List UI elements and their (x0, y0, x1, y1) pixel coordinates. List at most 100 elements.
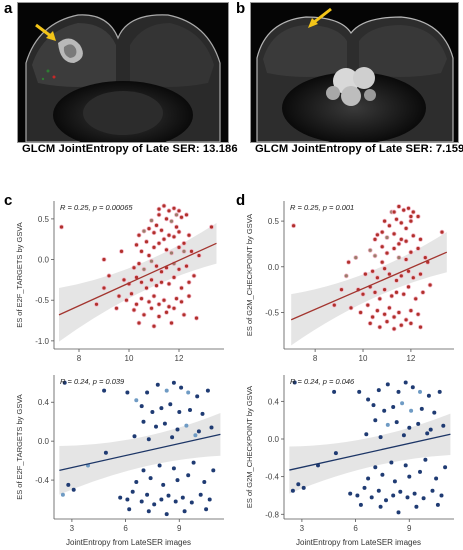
data-point (186, 473, 191, 478)
correlation-stat: R = 0.25, p = 0.00065 (60, 203, 133, 212)
panel-label-d: d (236, 192, 246, 209)
data-point (372, 237, 378, 242)
panel-label-a: a (4, 0, 13, 17)
data-point (430, 488, 435, 493)
chart-d-bottom-svg: -0.8 -0.4 0.0 0.4 3 6 9 ES of G2M_CHECKPOINT by… (245, 375, 454, 533)
data-point (171, 466, 176, 471)
data-point (439, 493, 444, 498)
data-point (59, 224, 64, 230)
data-point (407, 474, 412, 479)
data-point (358, 502, 363, 507)
data-point (357, 389, 362, 394)
data-point (184, 423, 189, 428)
data-point (162, 421, 167, 426)
data-point (106, 273, 112, 279)
data-point (382, 408, 387, 413)
data-point (173, 499, 178, 504)
data-point (418, 237, 423, 242)
data-point (141, 312, 147, 318)
x-tick-label: 6 (123, 524, 128, 533)
data-point (157, 463, 162, 468)
data-point (379, 259, 385, 265)
data-point (130, 489, 135, 494)
data-point (159, 406, 164, 411)
data-point (403, 257, 409, 262)
data-point (418, 271, 423, 277)
data-point (331, 302, 337, 308)
data-point (152, 502, 157, 507)
data-point (134, 480, 139, 484)
data-point (408, 320, 414, 326)
data-point (161, 236, 167, 242)
y-tick-label: -1.0 (35, 337, 49, 346)
mri-image-a (17, 2, 229, 143)
data-point (384, 319, 390, 324)
data-point (188, 408, 192, 412)
x-tick-label: 3 (300, 524, 305, 533)
data-point (391, 314, 397, 320)
y-tick-label: -0.5 (265, 308, 279, 317)
data-point (139, 249, 144, 254)
data-point (121, 277, 127, 283)
data-point (114, 305, 119, 311)
data-point (191, 460, 196, 465)
data-point (403, 380, 408, 385)
data-point (171, 234, 177, 240)
data-point (396, 310, 402, 315)
data-point (136, 232, 142, 238)
data-point (171, 380, 176, 385)
data-point (125, 497, 130, 502)
data-point (198, 492, 203, 497)
chart-d-top: -0.5 0.0 0.5 8 10 12 ES of G2M_CHECKPOINT by G… (238, 195, 460, 367)
data-point (379, 244, 385, 250)
data-point (348, 305, 354, 311)
data-point (145, 390, 150, 395)
data-point (139, 404, 144, 409)
data-point (211, 468, 216, 473)
data-point (355, 493, 360, 498)
data-point (416, 421, 421, 426)
data-point (333, 451, 338, 456)
data-point (441, 423, 446, 428)
data-point (148, 476, 153, 481)
data-point (132, 434, 137, 439)
data-point (405, 495, 410, 500)
data-point (367, 320, 373, 326)
data-point (141, 468, 146, 473)
data-point (360, 291, 366, 297)
data-point (290, 488, 295, 493)
data-point (149, 277, 154, 283)
data-point (439, 229, 445, 235)
data-point (377, 296, 383, 302)
data-point (400, 401, 405, 406)
data-point (398, 273, 404, 279)
data-point (373, 465, 378, 470)
x-tick-label: 12 (406, 354, 415, 363)
data-point (358, 310, 363, 315)
data-point (151, 323, 157, 329)
data-point (386, 271, 392, 277)
data-point (372, 290, 378, 295)
data-point (408, 308, 414, 313)
data-point (370, 268, 376, 274)
data-point (209, 224, 214, 230)
data-point (296, 482, 301, 487)
data-point (394, 278, 399, 283)
data-point (176, 266, 182, 272)
data-point (419, 406, 424, 411)
data-point (154, 283, 159, 288)
data-point (181, 312, 187, 318)
data-point (189, 500, 194, 505)
data-point (401, 291, 407, 297)
data-point (385, 422, 390, 427)
data-point (149, 218, 154, 223)
data-point (371, 403, 376, 408)
data-point (386, 223, 392, 229)
data-point (181, 240, 187, 246)
data-point (194, 315, 199, 321)
data-point (343, 273, 349, 279)
data-point (103, 450, 108, 455)
data-point (186, 293, 192, 299)
data-point (391, 493, 396, 498)
correlation-stat: R = 0.24, p = 0.039 (60, 377, 125, 386)
